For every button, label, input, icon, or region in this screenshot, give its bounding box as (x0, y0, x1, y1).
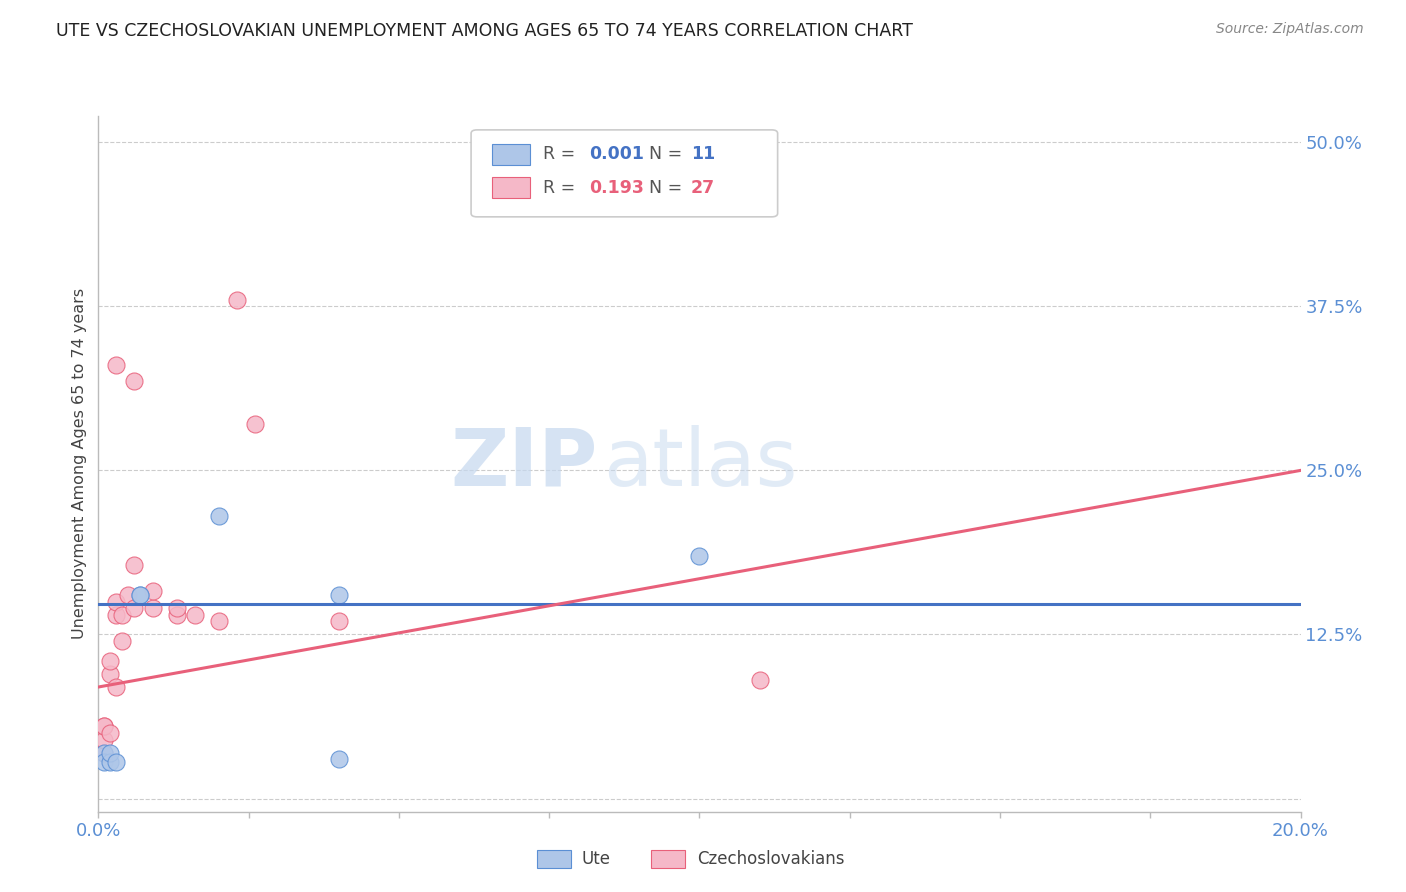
Text: Source: ZipAtlas.com: Source: ZipAtlas.com (1216, 22, 1364, 37)
Text: Czechoslovakians: Czechoslovakians (697, 850, 845, 868)
Text: R =: R = (543, 145, 581, 163)
Point (105, 359, 128, 373)
Point (124, 374, 146, 388)
Point (100, 755, 122, 769)
Point (100, 654, 122, 668)
Point (105, 755, 128, 769)
Point (117, 588, 139, 602)
Point (243, 417, 266, 432)
Text: Ute: Ute (582, 850, 610, 868)
Point (328, 588, 350, 602)
Point (208, 509, 231, 524)
Bar (492, 144, 530, 165)
Text: N =: N = (650, 145, 688, 163)
Point (166, 607, 188, 622)
Point (105, 680, 128, 694)
Point (105, 607, 128, 622)
Point (328, 615, 350, 629)
Y-axis label: Unemployment Among Ages 65 to 74 years: Unemployment Among Ages 65 to 74 years (72, 288, 87, 640)
Point (100, 746, 122, 760)
Text: 0.001: 0.001 (589, 145, 644, 163)
Point (129, 588, 152, 602)
FancyBboxPatch shape (471, 130, 778, 217)
Point (100, 666, 122, 681)
Point (141, 601, 163, 615)
Text: 27: 27 (692, 178, 716, 196)
Point (111, 634, 134, 648)
Point (166, 601, 188, 615)
Bar (492, 178, 530, 198)
Point (93, 755, 115, 769)
Point (208, 615, 231, 629)
Point (129, 588, 152, 602)
Point (111, 607, 134, 622)
Point (93, 719, 115, 733)
Point (93, 719, 115, 733)
Point (100, 726, 122, 740)
Text: N =: N = (650, 178, 688, 196)
Text: UTE VS CZECHOSLOVAKIAN UNEMPLOYMENT AMONG AGES 65 TO 74 YEARS CORRELATION CHART: UTE VS CZECHOSLOVAKIAN UNEMPLOYMENT AMON… (56, 22, 912, 40)
Point (93, 746, 115, 760)
Point (105, 595, 128, 609)
Text: atlas: atlas (603, 425, 797, 503)
Text: R =: R = (543, 178, 581, 196)
Point (748, 673, 770, 688)
Bar (651, 850, 685, 868)
Text: ZIP: ZIP (450, 425, 598, 503)
Text: 11: 11 (692, 145, 716, 163)
Point (328, 752, 350, 766)
Bar (537, 850, 571, 868)
Point (93, 746, 115, 760)
Point (124, 558, 146, 572)
Point (183, 607, 205, 622)
Point (688, 549, 710, 563)
Point (225, 293, 247, 307)
Point (93, 732, 115, 747)
Point (141, 584, 163, 599)
Text: 0.193: 0.193 (589, 178, 644, 196)
Point (124, 601, 146, 615)
